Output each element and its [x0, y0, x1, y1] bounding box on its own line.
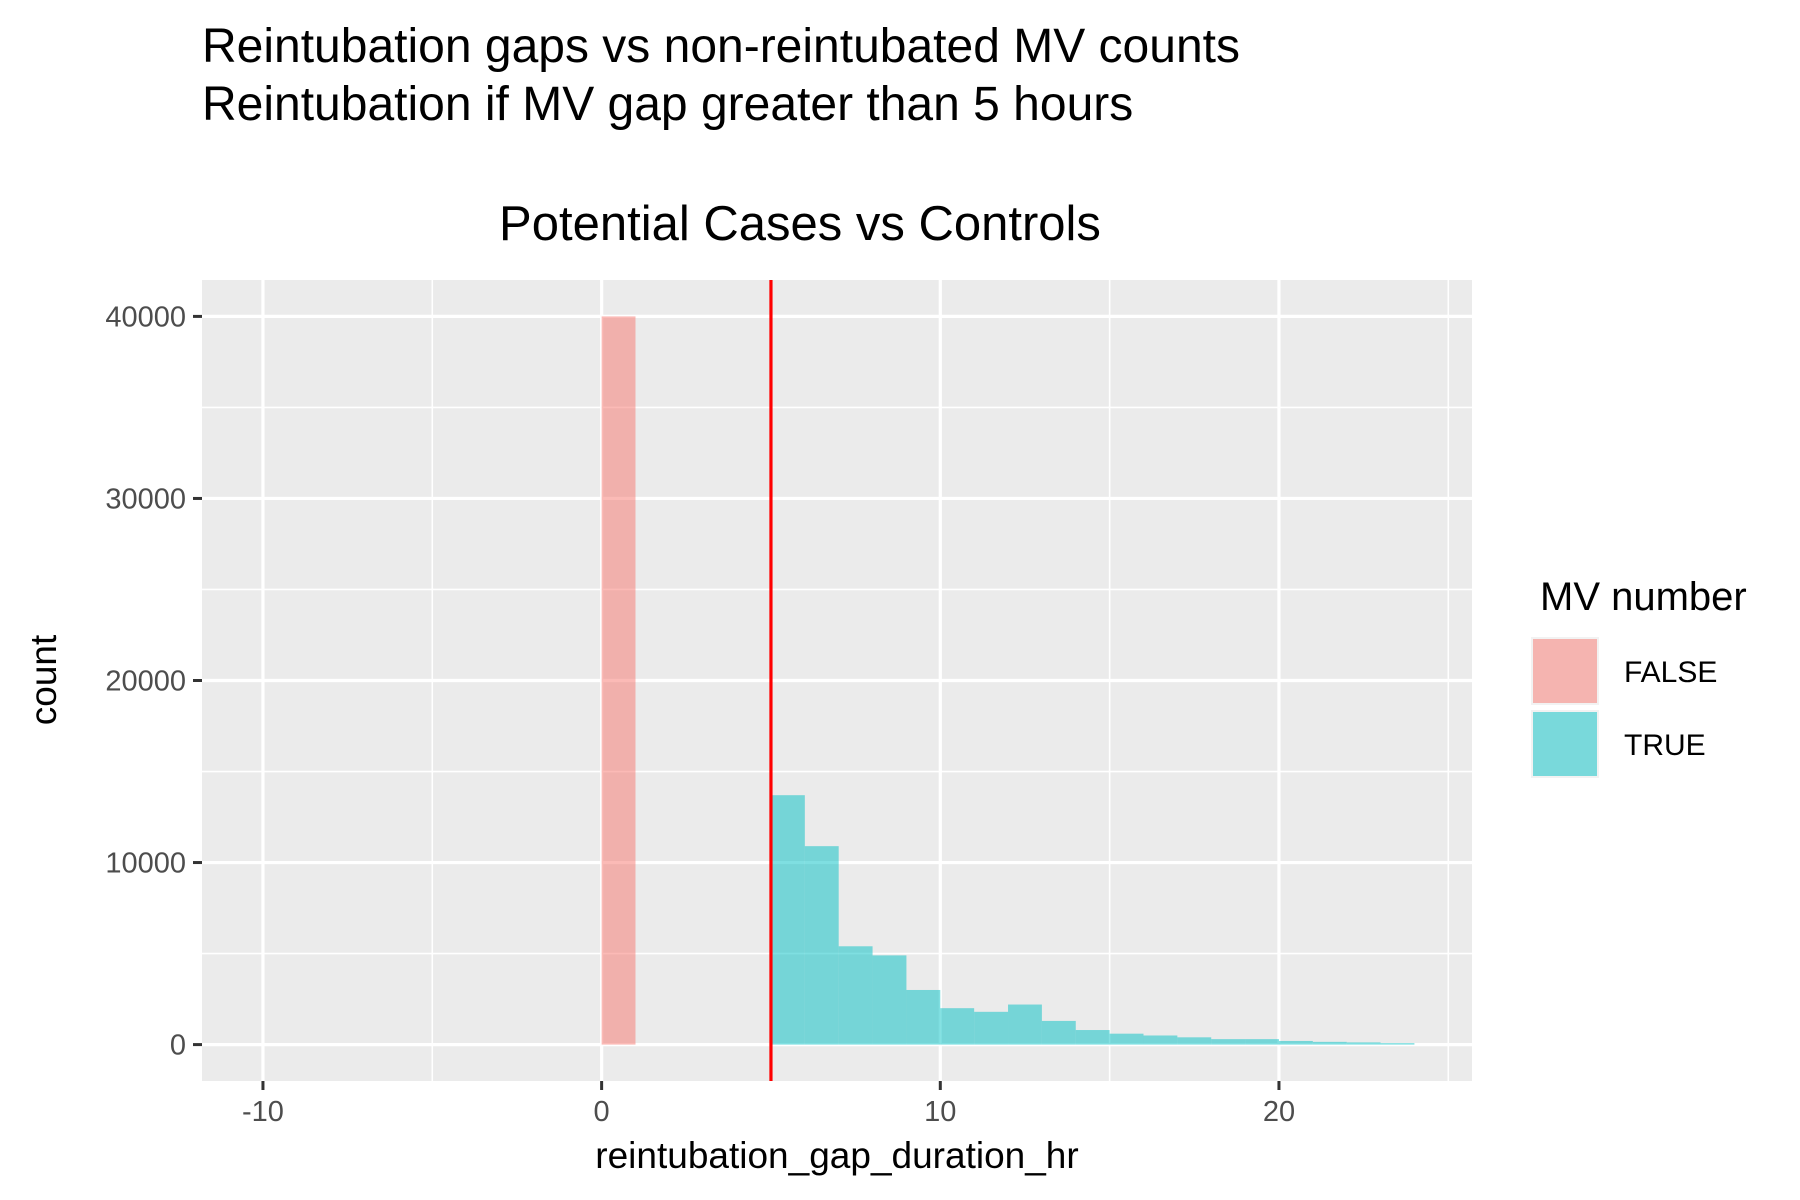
- bar-true: [1177, 1037, 1212, 1045]
- x-tick-label: 0: [594, 1096, 610, 1128]
- bar-true: [1211, 1039, 1246, 1045]
- y-axis-title: count: [23, 634, 64, 725]
- x-tick-label: 10: [924, 1096, 956, 1128]
- bar-true: [1380, 1043, 1415, 1045]
- bar-true: [1041, 1020, 1076, 1045]
- bar-true: [1346, 1042, 1381, 1045]
- bar-true: [872, 955, 907, 1045]
- y-tick-label: 40000: [105, 301, 186, 333]
- histogram-bars: [601, 316, 1415, 1045]
- bar-true: [770, 795, 805, 1045]
- legend-title: MV number: [1540, 575, 1747, 619]
- x-axis: -10 0 10 20: [242, 1081, 1295, 1128]
- chart-title-line1: Reintubation gaps vs non-reintubated MV …: [202, 20, 1240, 73]
- bar-true: [906, 989, 941, 1045]
- legend-key-true: [1533, 712, 1597, 776]
- y-tick-label: 0: [170, 1030, 186, 1062]
- bar-true: [804, 846, 839, 1045]
- chart-subtitle: Potential Cases vs Controls: [499, 197, 1101, 251]
- x-tick-label: -10: [242, 1096, 284, 1128]
- legend-label-true: TRUE: [1624, 729, 1706, 762]
- bar-true: [1143, 1035, 1178, 1045]
- y-tick-label: 10000: [105, 848, 186, 880]
- bar-false: [601, 316, 636, 1045]
- bar-true: [1008, 1004, 1042, 1045]
- x-axis-title: reintubation_gap_duration_hr: [595, 1135, 1078, 1176]
- legend-entries: FALSE TRUE: [1531, 637, 1717, 778]
- bar-true: [1109, 1033, 1144, 1045]
- y-axis: 0 10000 20000 30000 40000: [105, 301, 202, 1062]
- bar-true: [838, 946, 873, 1045]
- bar-true: [940, 1008, 975, 1045]
- y-tick-label: 20000: [105, 666, 186, 698]
- legend-label-false: FALSE: [1624, 656, 1717, 689]
- bar-true: [1278, 1040, 1313, 1045]
- x-tick-label: 20: [1263, 1096, 1295, 1128]
- legend-key-false: [1533, 639, 1597, 703]
- legend: MV number FALSE TRUE: [1531, 575, 1747, 778]
- bar-true: [974, 1011, 1009, 1045]
- bar-true: [1075, 1030, 1110, 1045]
- y-tick-label: 30000: [105, 483, 186, 515]
- chart-title-line2: Reintubation if MV gap greater than 5 ho…: [202, 78, 1133, 131]
- bar-true: [1312, 1041, 1347, 1045]
- bar-true: [1245, 1039, 1279, 1045]
